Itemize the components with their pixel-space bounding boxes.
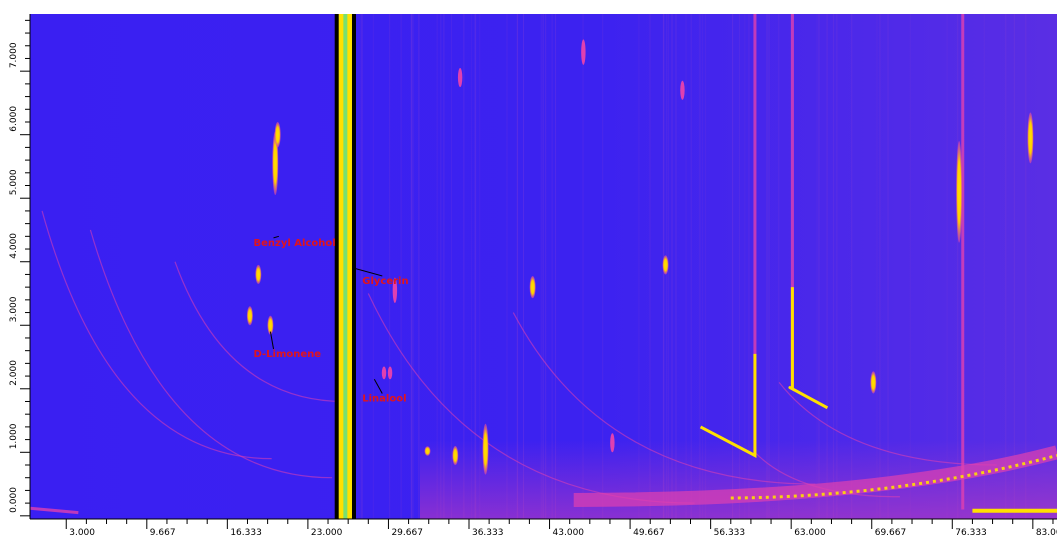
x-axis-ticks: 3.000 9.667 16.333 23.000 29.667 36.333 43.000…: [65, 519, 1057, 538]
streak-hook: [699, 353, 757, 458]
peak: [274, 121, 281, 148]
peak: [956, 141, 963, 243]
y-tick-label: 6.000: [9, 106, 19, 132]
y-tick-label: 5.000: [9, 169, 19, 195]
peak: [246, 306, 253, 326]
baseline-band: [30, 445, 1057, 515]
x-tick-label: 3.000: [69, 528, 95, 538]
y-tick-label: 4.000: [9, 233, 19, 259]
peak: [255, 264, 262, 284]
y-tick-label: 3.000: [9, 296, 19, 322]
peak: [424, 446, 431, 456]
wraparound-curve: [174, 261, 345, 403]
peaks-layer: [246, 39, 1034, 475]
axes: 3.000 9.667 16.333 23.000 29.667 36.333 43.000…: [9, 14, 1057, 538]
x-tick-label: 49.667: [633, 528, 665, 538]
annotation-label: Linalool: [362, 393, 406, 404]
wraparound-curve: [41, 210, 272, 460]
peak: [267, 315, 274, 335]
x-tick-label: 23.000: [311, 528, 343, 538]
y-tick-label: 2.000: [9, 360, 19, 386]
peak: [387, 366, 393, 380]
peak: [662, 255, 669, 275]
x-tick-label: 43.000: [553, 528, 585, 538]
peak: [581, 39, 586, 65]
peak: [610, 433, 615, 453]
y-tick-label: 7.000: [9, 42, 19, 68]
solvent-streak-core: [343, 14, 348, 519]
x-tick-label: 63.000: [794, 528, 826, 538]
x-tick-label: 76.333: [955, 528, 987, 538]
x-tick-label: 69.667: [875, 528, 907, 538]
annotation-leader: [269, 331, 275, 350]
x-tick-label: 56.333: [714, 528, 746, 538]
y-axis-ticks: 0.000 1.000 2.000 3.000 4.000 5.000 6.000 7.000: [9, 19, 30, 517]
x-tick-label: 29.667: [391, 528, 423, 538]
annotation-leader: [373, 379, 383, 394]
annotation-label: Glycerin: [362, 276, 408, 287]
peak: [680, 80, 685, 100]
annotation-label: D-Limonene: [254, 349, 322, 360]
baseline-band-core: [730, 454, 1057, 500]
peak: [529, 276, 536, 299]
annotations-layer: Benzyl Alcohol Glycerin D-Limonene Linalool: [254, 235, 409, 404]
wraparound-curve: [89, 229, 333, 479]
peak: [392, 277, 398, 304]
baseline-band-start: [30, 506, 79, 515]
peak: [381, 366, 387, 380]
peak: [452, 445, 459, 466]
annotation-leader: [273, 235, 280, 239]
baseline-band-curve: [573, 445, 1057, 507]
x-tick-label: 83.000: [1036, 528, 1057, 538]
x-tick-label: 16.333: [230, 528, 262, 538]
peak: [870, 371, 877, 394]
peak: [482, 423, 489, 475]
x-tick-label: 9.667: [150, 528, 176, 538]
peak: [1027, 112, 1034, 164]
streaks-layer: [334, 14, 965, 519]
plot-area: Benzyl Alcohol Glycerin D-Limonene Linalool: [30, 14, 1057, 519]
annotation-label: Benzyl Alcohol: [254, 238, 336, 249]
peak: [272, 131, 279, 196]
annotation-leader: [353, 267, 383, 277]
y-tick-label: 1.000: [9, 423, 19, 449]
y-tick-label: 0.000: [9, 487, 19, 513]
x-tick-label: 36.333: [472, 528, 504, 538]
streak-hook: [788, 287, 829, 410]
peak: [457, 67, 463, 88]
plot-background: [30, 14, 1057, 519]
